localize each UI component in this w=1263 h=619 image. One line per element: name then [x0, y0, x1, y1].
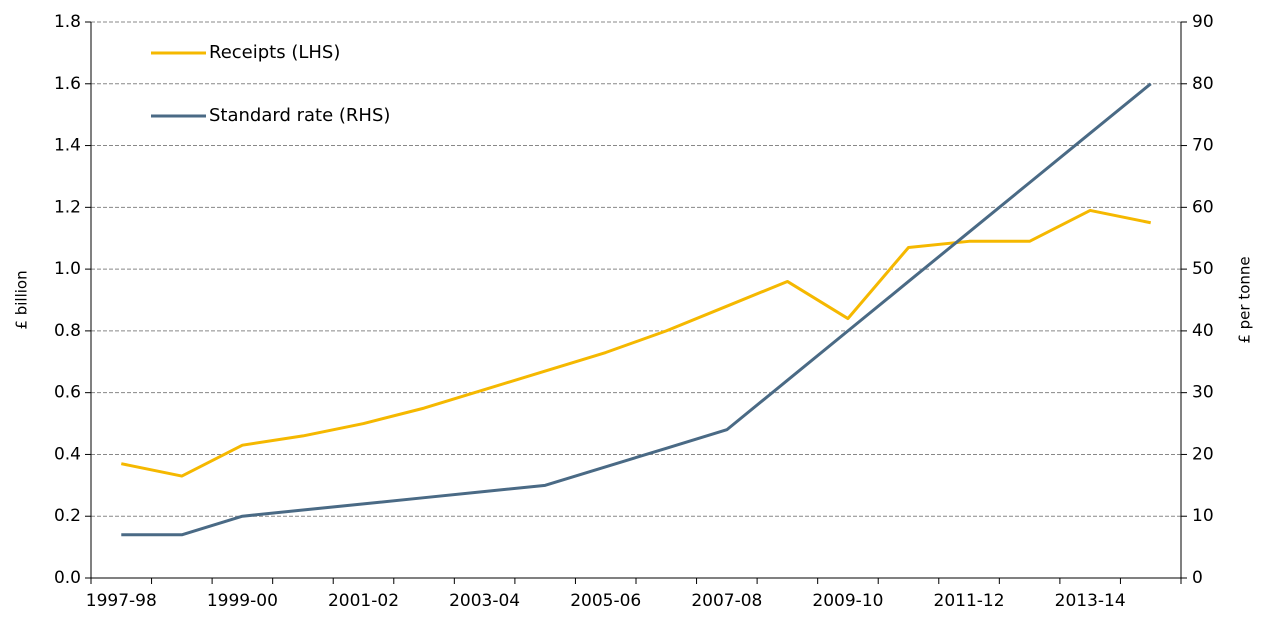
y-tick-label: 1.2: [54, 197, 81, 217]
y2-tick-label: 20: [1192, 444, 1214, 464]
y2-axis-label: £ per tonne: [1236, 256, 1254, 343]
y-tick-label: 0.6: [54, 383, 81, 403]
legend-label: Receipts (LHS): [209, 42, 340, 63]
y-tick-label: 1.0: [54, 259, 81, 279]
y2-tick-label: 10: [1192, 506, 1214, 526]
y-axis-label: £ billion: [13, 270, 31, 329]
x-tick-label: 2005-06: [570, 591, 641, 611]
y2-tick-label: 50: [1192, 259, 1214, 279]
y2-tick-label: 80: [1192, 74, 1214, 94]
x-tick-label: 2013-14: [1055, 591, 1126, 611]
x-tick-label: 2001-02: [328, 591, 399, 611]
x-tick-label: 1997-98: [86, 591, 157, 611]
y2-tick-label: 0: [1192, 568, 1203, 588]
x-tick-label: 2011-12: [934, 591, 1005, 611]
y2-tick-label: 90: [1192, 12, 1214, 32]
y-tick-label: 1.6: [54, 74, 81, 94]
y-tick-label: 1.8: [54, 12, 81, 32]
y2-tick-label: 40: [1192, 321, 1214, 341]
x-tick-label: 2003-04: [449, 591, 520, 611]
y2-tick-label: 60: [1192, 197, 1214, 217]
y-tick-label: 1.4: [54, 136, 81, 156]
x-tick-label: 2007-08: [691, 591, 762, 611]
x-tick-label: 2009-10: [812, 591, 883, 611]
y-tick-label: 0.2: [54, 506, 81, 526]
y2-tick-label: 30: [1192, 383, 1214, 403]
y-tick-label: 0.4: [54, 444, 81, 464]
y-tick-label: 0.8: [54, 321, 81, 341]
series-line: [121, 82, 1152, 537]
y2-tick-label: 70: [1192, 136, 1214, 156]
x-tick-label: 1999-00: [207, 591, 278, 611]
legend-label: Standard rate (RHS): [209, 105, 390, 126]
y-tick-label: 0.0: [54, 568, 81, 588]
series-line: [120, 208, 1152, 478]
